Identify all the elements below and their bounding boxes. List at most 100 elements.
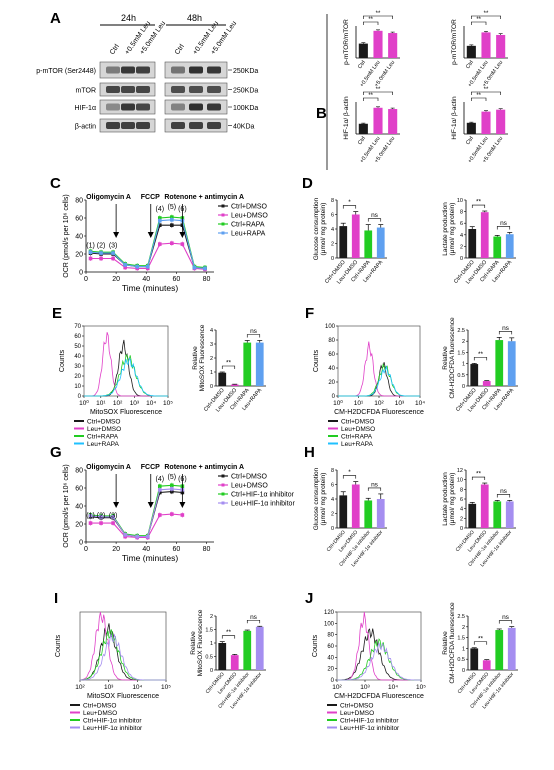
blot-band — [121, 122, 135, 129]
y-tick-label: 100 — [324, 621, 335, 627]
x-tick-label: 20 — [112, 546, 120, 553]
y-tick-label: 70 — [74, 324, 81, 330]
x-tick-label: 60 — [172, 546, 180, 553]
significance-bracket — [342, 475, 357, 479]
significance-label: ** — [226, 629, 232, 636]
panel-label-i: I — [54, 590, 58, 607]
y-tick-label: 40 — [328, 366, 335, 372]
legend-label: Ctrl+DMSO — [231, 474, 268, 481]
significance-label: ns — [250, 614, 258, 621]
bar — [505, 501, 514, 528]
y-tick-label: 0 — [78, 394, 82, 400]
y-tick-label: 0 — [79, 540, 83, 547]
y-tick-label: 6 — [460, 221, 463, 227]
significance-bracket — [367, 218, 382, 222]
y-axis-label: Counts — [312, 634, 319, 657]
histogram-curve — [79, 611, 166, 681]
legend-label: Leu+HIF-1α inhibitor — [231, 501, 295, 508]
y-axis-label: OCR (pmol/s per 10⁶ cells) — [63, 464, 70, 547]
legend-label: Ctrl+DMSO — [340, 703, 373, 710]
bar — [481, 111, 491, 134]
legend-label: Ctrl+DMSO — [83, 703, 116, 710]
significance-bracket — [471, 21, 487, 25]
y-axis-label: p-mTOR/mTOR — [451, 19, 458, 65]
measurement-point-label: (6) — [178, 476, 187, 483]
blot-band — [207, 122, 221, 129]
significance-bracket — [471, 204, 486, 209]
histogram-curve — [338, 362, 420, 397]
bar — [482, 660, 491, 670]
x-tick-label: 20 — [112, 276, 120, 283]
y-tick-label: 1 — [462, 646, 465, 652]
bar — [507, 627, 516, 670]
legend-label: Leu+RAPA — [231, 231, 266, 238]
bar — [480, 212, 489, 258]
blot-band — [136, 122, 150, 129]
y-tick-label: 60 — [75, 216, 83, 223]
y-tick-label: 0 — [79, 270, 83, 277]
y-tick-label: 20 — [327, 667, 334, 673]
x-axis-label: Time (minutes) — [122, 283, 179, 293]
significance-bracket — [342, 205, 357, 209]
legend-marker — [221, 204, 225, 208]
bar — [351, 214, 360, 258]
y-axis-label: Relative — [192, 346, 199, 370]
measurement-point-label: (1) — [86, 243, 95, 250]
significance-bracket — [246, 619, 261, 624]
x-tick-label: 10³ — [130, 400, 140, 407]
blot-band — [106, 103, 120, 111]
blot-band — [207, 103, 221, 111]
measurement-point-label: (6) — [178, 206, 187, 213]
y-tick-label: 0 — [331, 678, 335, 684]
bar — [358, 43, 368, 58]
y-tick-label: 0.5 — [457, 373, 465, 379]
x-axis-label: MitoSOX Fluorescence — [90, 409, 162, 416]
x-tick-label: 10⁴ — [132, 684, 142, 691]
mw-label: 100KDa — [233, 105, 258, 112]
histogram-curve — [337, 628, 421, 681]
y-tick-label: 1.5 — [457, 636, 465, 642]
y-tick-label: 100 — [325, 324, 336, 330]
legend-label: Leu+DMSO — [83, 710, 117, 717]
y-tick-label: 0 — [460, 256, 463, 262]
blot-band — [121, 86, 135, 93]
measurement-point-label: (3) — [109, 243, 118, 250]
histogram-curve — [337, 642, 421, 681]
y-axis-label-units: (μmol/ mg protein) — [320, 473, 327, 526]
y-axis-label-units: CM-H2DCFDA fluorescence — [449, 317, 456, 399]
significance-label: ** — [368, 17, 373, 23]
significance-label: ns — [371, 212, 379, 219]
blot-band — [207, 86, 221, 93]
significance-bracket — [471, 476, 486, 481]
blot-band — [136, 103, 150, 111]
y-tick-label: 10 — [457, 478, 463, 484]
y-tick-label: 2 — [460, 244, 463, 250]
measurement-point-label: (1) — [86, 513, 95, 520]
y-tick-label: 80 — [328, 338, 335, 344]
x-tick-label: 10⁴ — [146, 400, 156, 407]
y-tick-label: 30 — [74, 364, 81, 370]
legend-label: Leu+DMSO — [231, 213, 268, 220]
bar-chart-b3: Ctrl+0.5mM Leu+5.0mM Leu****HIF-1α/ β-ac… — [343, 87, 400, 164]
y-tick-label: 4 — [460, 233, 463, 239]
significance-label: ns — [502, 614, 510, 621]
bar — [373, 30, 383, 58]
blot-band — [106, 66, 120, 74]
x-tick-label: 80 — [203, 276, 211, 283]
y-tick-label: 0 — [462, 668, 465, 674]
y-tick-label: 1 — [462, 362, 465, 368]
bar — [470, 648, 479, 670]
histogram-frame — [79, 611, 167, 681]
bar — [466, 45, 476, 58]
blot-band — [136, 66, 150, 74]
significance-bracket — [363, 15, 393, 19]
y-axis-label: HIF-1α/ β-actin — [343, 96, 350, 140]
y-tick-label: 4 — [210, 328, 213, 334]
blot-band — [171, 86, 185, 93]
legend-label: Leu+HIF-1α inhibitor — [83, 725, 143, 732]
y-tick-label: 0 — [332, 394, 336, 400]
panel-label-a: A — [50, 10, 61, 27]
y-tick-label: 20 — [75, 252, 83, 259]
x-tick-label: 10² — [374, 400, 384, 407]
